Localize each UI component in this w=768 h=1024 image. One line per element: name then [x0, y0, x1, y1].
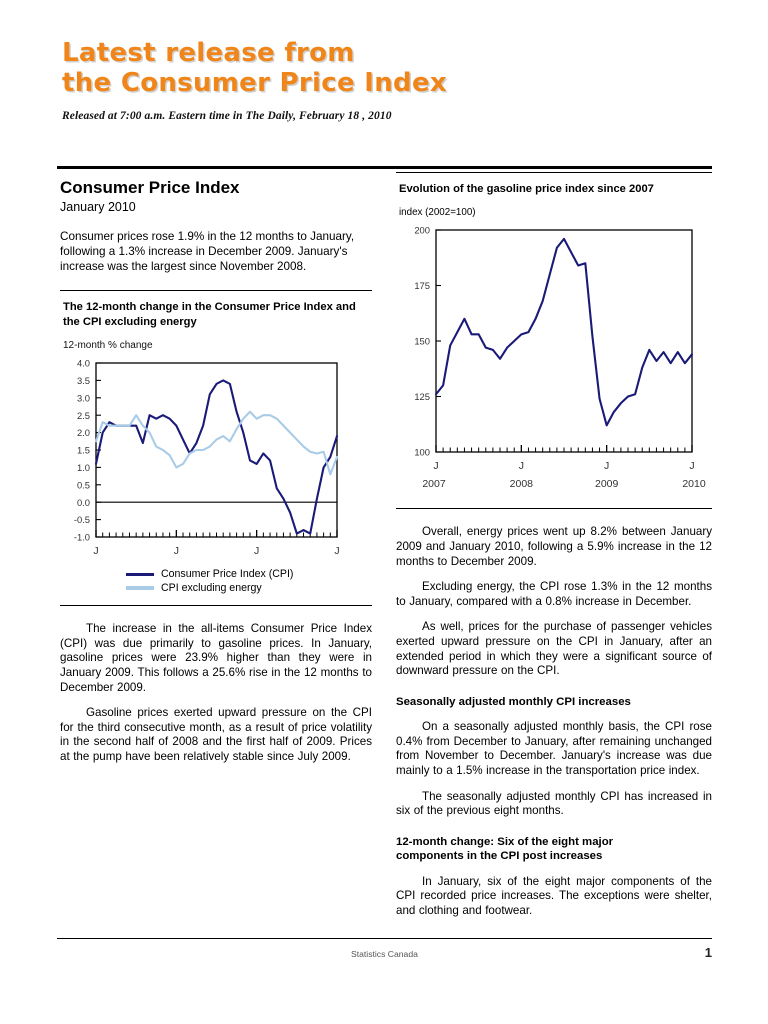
right-column: Evolution of the gasoline price index si… — [396, 172, 712, 919]
right-paragraph-4: On a seasonally adjusted monthly basis, … — [396, 720, 712, 777]
svg-text:100: 100 — [414, 447, 430, 458]
gasoline-chart-title: Evolution of the gasoline price index si… — [399, 183, 654, 196]
right-paragraph-1: Overall, energy prices went up 8.2% betw… — [396, 525, 712, 568]
lede-paragraph: Consumer prices rose 1.9% in the 12 mont… — [60, 230, 355, 274]
gasoline-chart-bottom-divider — [396, 508, 712, 510]
gasoline-chart: 200 175 150 125 100 J 2007 J 2008 J 2009 J 2010 — [396, 222, 712, 500]
cpi-chart-ylabel: 12-month % change — [63, 340, 153, 351]
svg-text:J: J — [174, 545, 179, 557]
svg-text:2009: 2009 — [595, 478, 619, 490]
legend-label-cpi: Consumer Price Index (CPI) — [161, 567, 294, 580]
right-paragraph-3: As well, prices for the purchase of pass… — [396, 620, 712, 678]
svg-text:J: J — [334, 545, 339, 557]
svg-text:2009: 2009 — [245, 563, 269, 565]
chart-bottom-divider — [60, 605, 372, 607]
legend-item-cpi-ex-energy: CPI excluding energy — [126, 581, 372, 595]
svg-text:J: J — [433, 460, 438, 472]
legend-swatch-cpi-ex-energy — [126, 586, 154, 590]
page-title: Latest release from the Consumer Price I… — [62, 38, 447, 98]
svg-text:2007: 2007 — [82, 563, 106, 565]
header-divider — [57, 166, 712, 169]
cpi-chart-svg: 4.03.53.02.52.01.51.00.50.0-0.5-1.0J2007… — [74, 358, 351, 565]
svg-text:2.5: 2.5 — [77, 410, 90, 421]
svg-text:1.5: 1.5 — [77, 445, 90, 456]
svg-text:3.5: 3.5 — [77, 375, 90, 386]
svg-text:2.0: 2.0 — [77, 427, 90, 438]
masthead: Latest release from the Consumer Price I… — [62, 38, 712, 122]
release-timestamp: Released at 7:00 a.m. Eastern time in Th… — [62, 110, 392, 122]
svg-text:2008: 2008 — [165, 563, 189, 565]
section-heading: Consumer Price Index — [60, 178, 240, 197]
legend-item-cpi: Consumer Price Index (CPI) — [126, 567, 372, 581]
svg-text:125: 125 — [414, 391, 430, 402]
page-footer: Statistics Canada 1 — [57, 945, 712, 960]
footer-organization: Statistics Canada — [351, 949, 418, 959]
legend-label-cpi-ex-energy: CPI excluding energy — [161, 581, 262, 594]
left-paragraph-1: The increase in the all-items Consumer P… — [60, 622, 372, 694]
chart-top-divider — [60, 289, 372, 291]
svg-text:0.0: 0.0 — [77, 497, 90, 508]
svg-text:175: 175 — [414, 280, 430, 291]
svg-text:150: 150 — [414, 336, 430, 347]
cpi-chart-title: The 12-month change in the Consumer Pric… — [63, 301, 356, 328]
svg-text:2010: 2010 — [682, 478, 706, 490]
subheading-seasonally-adjusted: Seasonally adjusted monthly CPI increase… — [396, 695, 631, 708]
footer-page-number: 1 — [704, 945, 712, 960]
svg-text:2007: 2007 — [422, 478, 446, 490]
left-column: Consumer Price Index January 2010 Consum… — [60, 178, 372, 765]
svg-text:200: 200 — [414, 225, 430, 236]
svg-text:2010: 2010 — [327, 563, 351, 565]
svg-text:-1.0: -1.0 — [74, 532, 90, 543]
reference-period: January 2010 — [60, 200, 136, 214]
gasoline-chart-ylabel: index (2002=100) — [399, 207, 476, 219]
svg-text:J: J — [93, 545, 98, 557]
subheading-12-month-change: 12-month change: Six of the eight major … — [396, 835, 614, 863]
cpi-chart-legend: Consumer Price Index (CPI) CPI excluding… — [60, 567, 372, 595]
footer-divider — [57, 938, 712, 939]
svg-text:-0.5: -0.5 — [74, 514, 90, 525]
svg-text:J: J — [519, 460, 524, 472]
svg-text:4.0: 4.0 — [77, 358, 90, 369]
right-paragraph-5: The seasonally adjusted monthly CPI has … — [396, 789, 712, 818]
left-paragraph-2: Gasoline prices exerted upward pressure … — [60, 706, 372, 763]
svg-text:3.0: 3.0 — [77, 392, 90, 403]
gasoline-chart-top-divider — [396, 172, 712, 174]
svg-text:J: J — [604, 460, 609, 472]
svg-text:0.5: 0.5 — [77, 479, 90, 490]
svg-text:J: J — [689, 460, 694, 472]
svg-text:1.0: 1.0 — [77, 462, 90, 473]
svg-text:J: J — [254, 545, 259, 557]
svg-text:2008: 2008 — [510, 478, 534, 490]
cpi-chart: 4.03.53.02.52.01.51.00.50.0-0.5-1.0J2007… — [60, 355, 372, 565]
legend-swatch-cpi — [126, 572, 154, 576]
right-paragraph-6: In January, six of the eight major compo… — [396, 874, 712, 917]
right-paragraph-2: Excluding energy, the CPI rose 1.3% in t… — [396, 580, 712, 608]
